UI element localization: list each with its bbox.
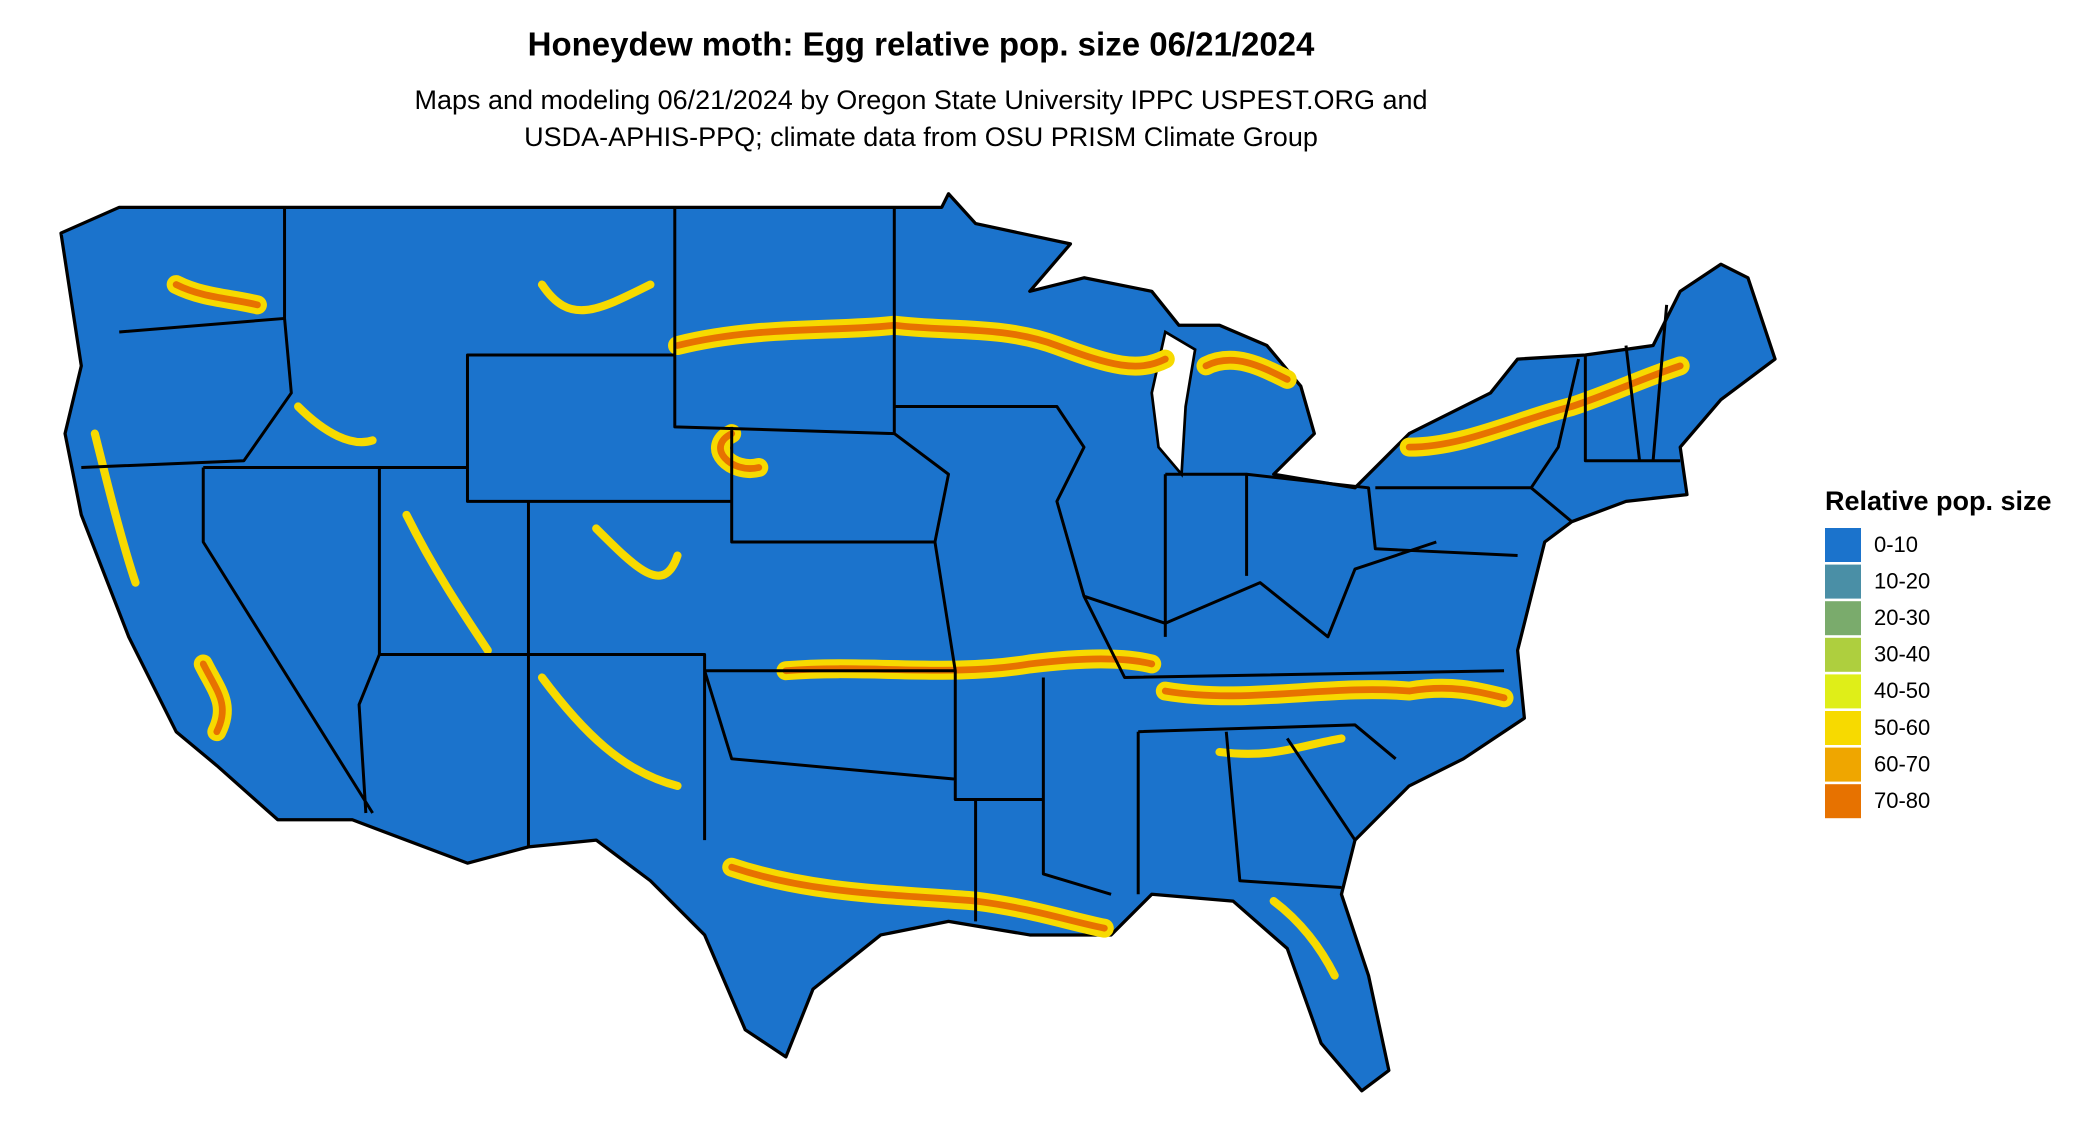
legend-swatch (1825, 711, 1861, 745)
subtitle-line: Maps and modeling 06/21/2024 by Oregon S… (414, 85, 1427, 115)
legend-swatch (1825, 637, 1861, 672)
legend-swatch (1825, 528, 1861, 562)
legend-label: 50-60 (1874, 715, 1930, 740)
legend-label: 20-30 (1874, 605, 1930, 630)
legend-label: 0-10 (1874, 532, 1918, 557)
subtitle-line: USDA-APHIS-PPQ; climate data from OSU PR… (524, 122, 1318, 152)
legend-swatch (1825, 784, 1861, 819)
land (59, 192, 1777, 1093)
legend-label: 40-50 (1874, 678, 1930, 703)
legend-swatch (1825, 674, 1861, 709)
legend-title: Relative pop. size (1825, 486, 2052, 516)
legend-swatch (1825, 747, 1861, 782)
legend-label: 30-40 (1874, 642, 1930, 667)
legend-label: 10-20 (1874, 568, 1930, 593)
legend-label: 60-70 (1874, 751, 1930, 776)
map-title: Honeydew moth: Egg relative pop. size 06… (528, 26, 1315, 63)
legend-swatch (1825, 564, 1861, 599)
state-borders (81, 207, 1681, 922)
legend-swatch (1825, 601, 1861, 636)
legend-label: 70-80 (1874, 788, 1930, 813)
legend: 0-10 10-20 20-30 30-40 40-50 50-60 60-70 70-80 (1825, 528, 1930, 819)
population-bands (90, 275, 1690, 980)
us-map (59, 192, 1777, 1093)
